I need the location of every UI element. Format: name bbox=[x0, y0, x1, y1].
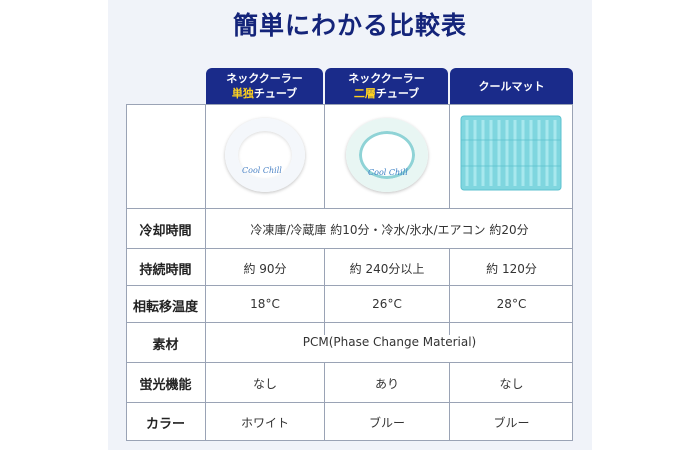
table-divider bbox=[449, 362, 450, 441]
table-row-line bbox=[126, 208, 573, 209]
column-header-line1: ネッククーラー bbox=[348, 72, 425, 85]
table-row-line bbox=[126, 285, 573, 286]
table-cell: 約 90分 bbox=[243, 262, 287, 276]
column-header-highlight: 単独 bbox=[231, 87, 254, 100]
row-label: 冷却時間 bbox=[139, 224, 192, 239]
table-cell: ブルー bbox=[493, 416, 530, 430]
table-row-line bbox=[126, 322, 573, 323]
column-header-cool-mat: クールマット bbox=[450, 68, 573, 104]
column-header-line2: チューブ bbox=[253, 87, 298, 100]
row-label: 素材 bbox=[152, 338, 179, 353]
table-row-line bbox=[126, 362, 573, 363]
table-divider bbox=[449, 248, 450, 335]
table-cell: あり bbox=[374, 377, 399, 391]
table-cell: 約 120分 bbox=[486, 262, 537, 276]
table-cell: なし bbox=[499, 377, 524, 391]
white-neck-cooler-image: Cool Chill bbox=[220, 112, 310, 200]
column-header-single-tube: ネッククーラー 単独チューブ bbox=[206, 68, 323, 104]
page-title: 簡単にわかる比較表 bbox=[232, 11, 467, 40]
column-header-line1: ネッククーラー bbox=[226, 72, 303, 85]
row-label: 蛍光機能 bbox=[139, 378, 192, 393]
table-cell: ホワイト bbox=[240, 416, 289, 430]
table-cell: 冷凍庫/冷蔵庫 約10分・冷水/氷水/エアコン 約20分 bbox=[250, 223, 529, 237]
column-header-line2: チューブ bbox=[375, 87, 420, 100]
row-label: 相転移温度 bbox=[132, 300, 198, 315]
table-cell: 26°C bbox=[372, 297, 402, 311]
column-header-line1: クールマット bbox=[478, 80, 545, 93]
table-cell: PCM(Phase Change Material) bbox=[302, 335, 477, 349]
cool-mat-image bbox=[459, 114, 563, 192]
logo-text: Cool Chill bbox=[242, 166, 282, 175]
blue-neck-cooler-image: Cool Chill bbox=[342, 112, 432, 200]
table-divider bbox=[324, 248, 325, 335]
cool-mat-icon bbox=[460, 115, 562, 191]
column-header-double-tube: ネッククーラー 二層チューブ bbox=[325, 68, 448, 104]
table-row-line bbox=[126, 402, 573, 403]
table-divider bbox=[324, 362, 325, 441]
table-cell: 約 240分以上 bbox=[349, 262, 425, 276]
table-cell: 18°C bbox=[250, 297, 280, 311]
table-row-line bbox=[126, 248, 573, 249]
column-header-highlight: 二層 bbox=[353, 87, 376, 100]
row-label: カラー bbox=[145, 417, 185, 432]
row-label: 持続時間 bbox=[139, 263, 192, 278]
table-divider bbox=[205, 104, 206, 441]
table-cell: ブルー bbox=[368, 416, 405, 430]
table-cell: 28°C bbox=[496, 297, 527, 311]
logo-text: Cool Chill bbox=[368, 168, 408, 177]
table-divider bbox=[449, 104, 450, 208]
table-cell: なし bbox=[252, 377, 277, 391]
table-divider bbox=[324, 104, 325, 208]
